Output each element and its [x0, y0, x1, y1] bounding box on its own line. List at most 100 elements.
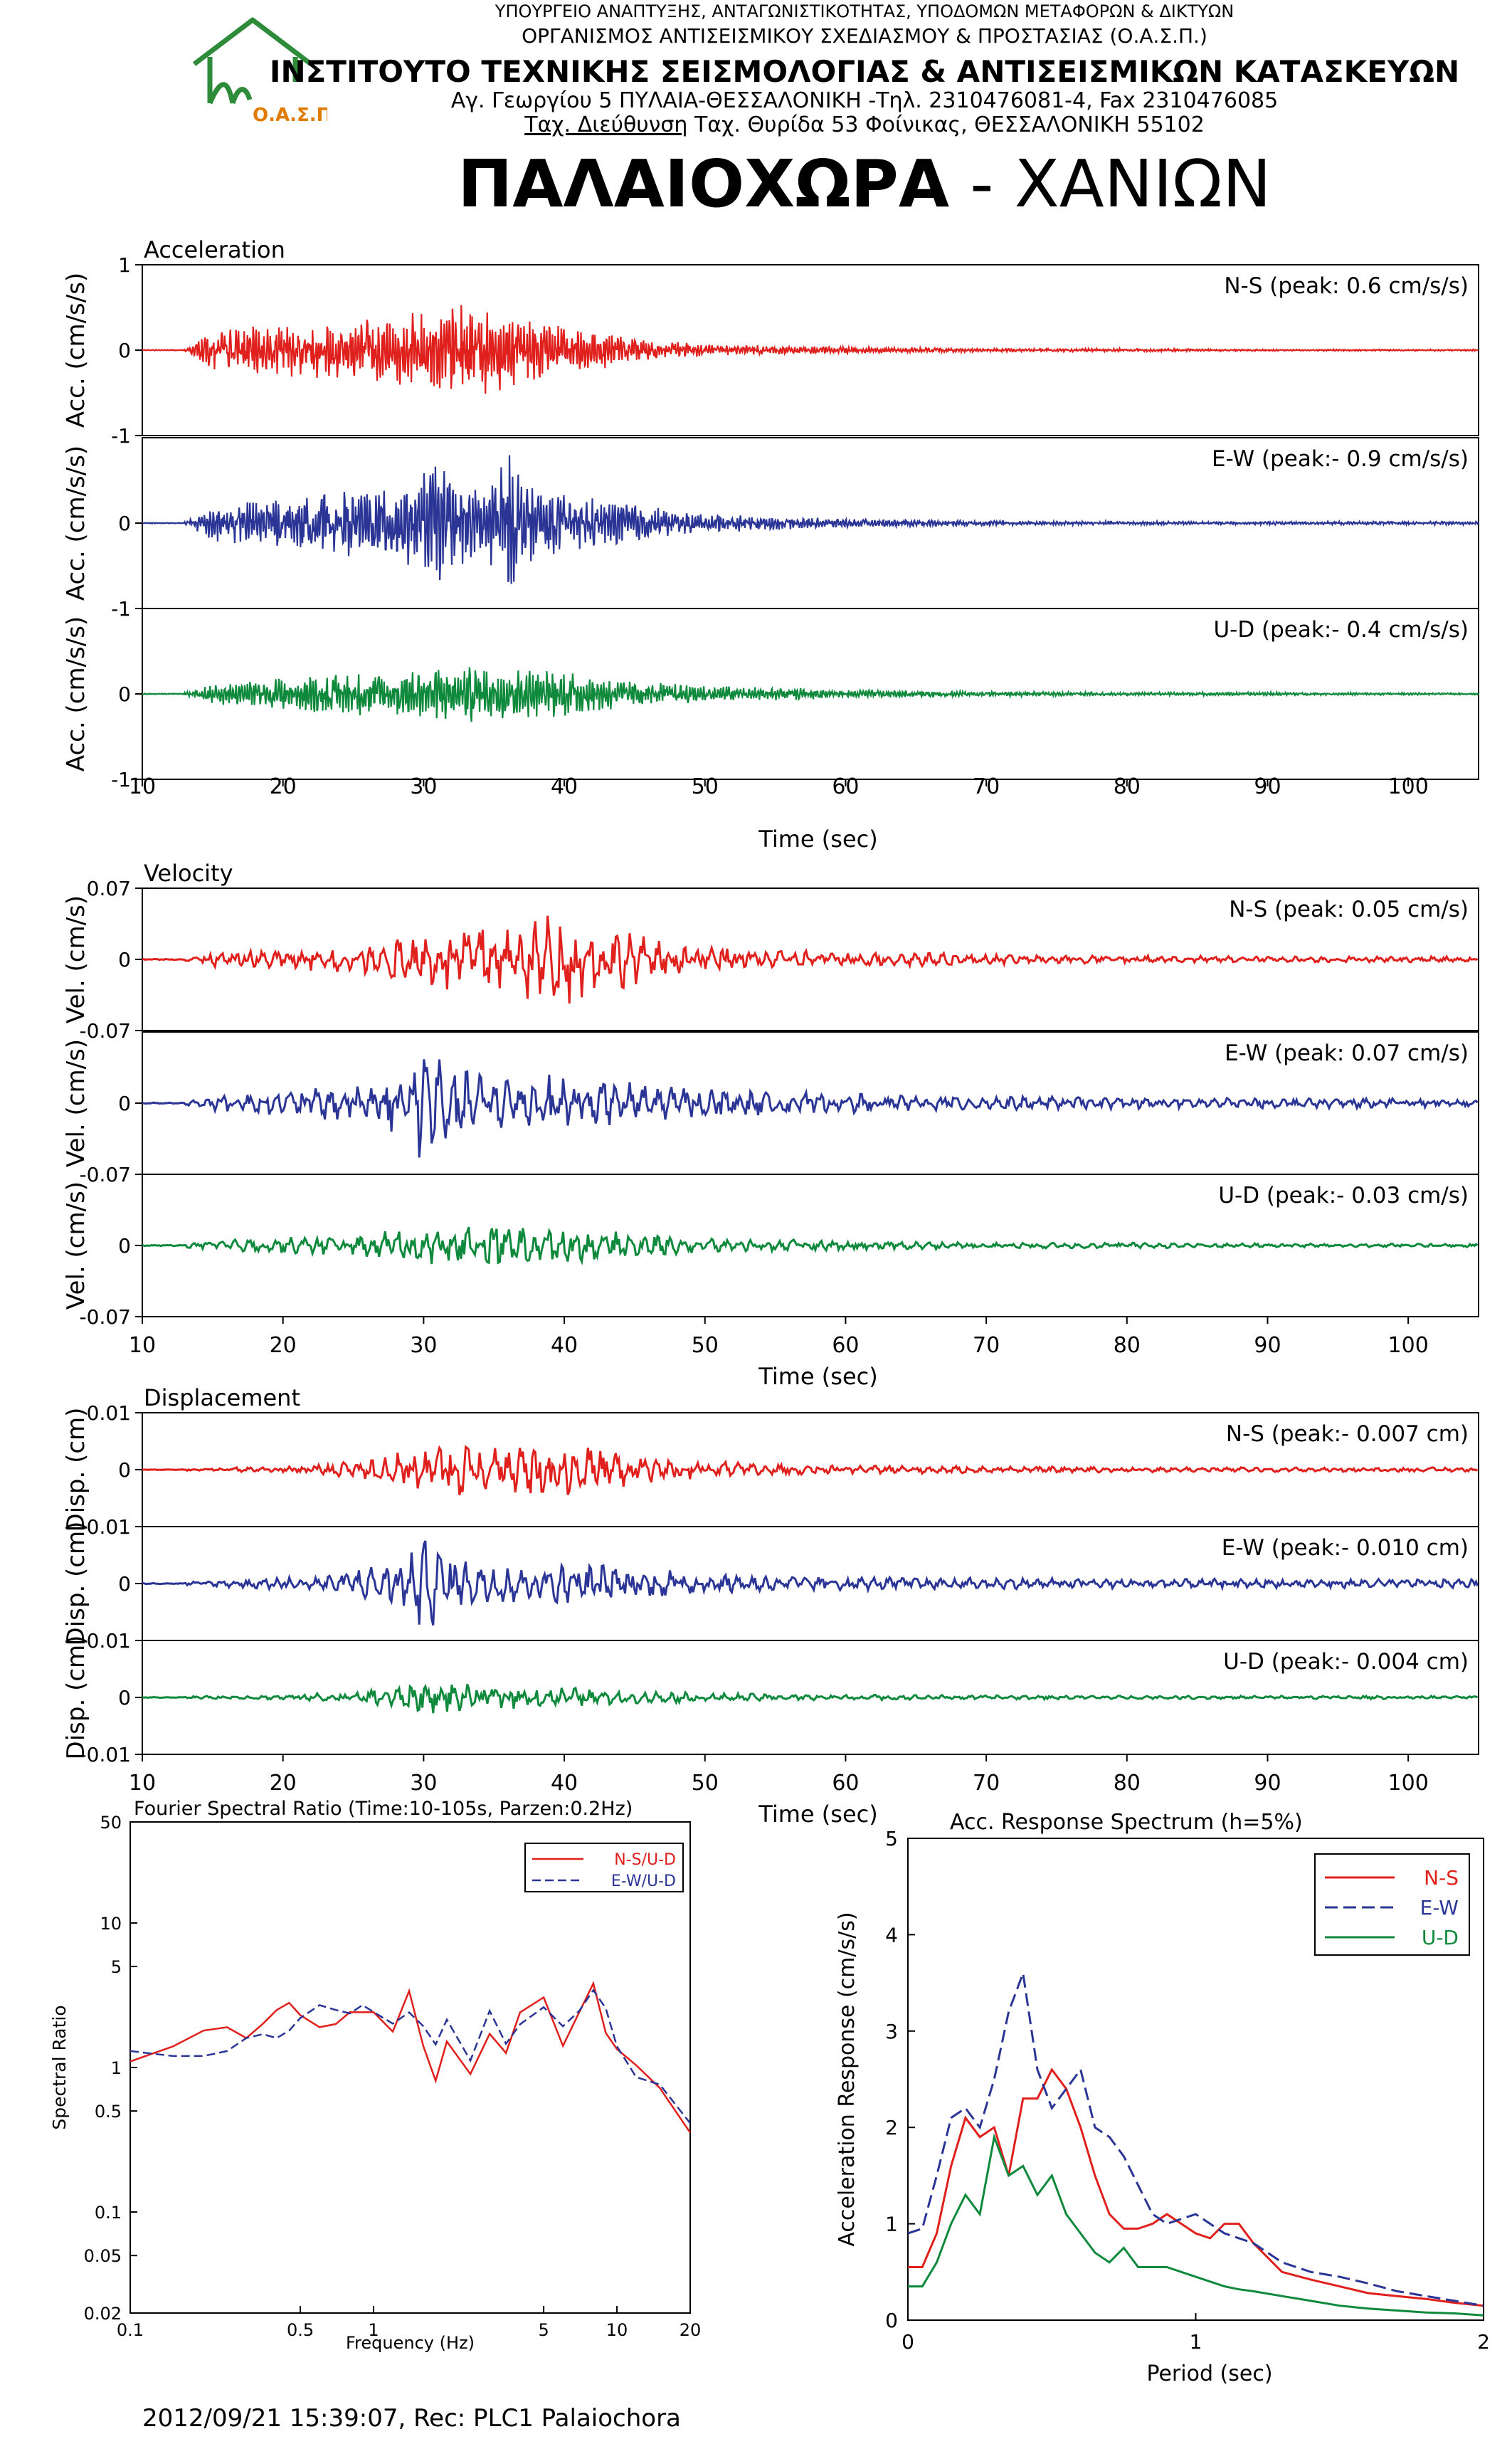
series-label: E-W (peak: 0.07 cm/s) — [1225, 1041, 1469, 1066]
x-axis-label: Time (sec) — [758, 1801, 877, 1828]
x-tick-label: 60 — [832, 1333, 859, 1358]
x-tick-label: 10 — [129, 774, 156, 799]
address-line: Αγ. Γεωργίου 5 ΠΥΛΑΙΑ-ΘΕΣΣΑΛΟΝΙΚΗ -Τηλ. … — [450, 88, 1279, 113]
y-axis-label: Acc. (cm/s/s) — [62, 273, 90, 428]
y-tick-label: 0.01 — [87, 1401, 131, 1425]
series-label: U-D (peak:- 0.004 cm) — [1223, 1649, 1469, 1675]
page-title: ΠΑΛΑΙΟΧΩΡΑ - ΧΑΝΙΩΝ — [249, 146, 1480, 222]
y-axis-label: Vel. (cm/s) — [62, 1181, 90, 1310]
series-line — [142, 305, 1479, 394]
y-axis-label: Disp. (cm) — [62, 1522, 90, 1646]
x-tick-label: 1 — [368, 2320, 379, 2340]
y-axis-label: Acc. (cm/s/s) — [62, 446, 90, 601]
series-line — [129, 1988, 691, 2124]
series-line — [142, 667, 1479, 722]
x-tick-label: 20 — [270, 774, 297, 799]
x-tick-label: 50 — [692, 774, 719, 799]
y-tick-label: -0.07 — [80, 1163, 131, 1186]
y-tick-label: 0 — [118, 1458, 131, 1482]
ministry-line: ΥΠΟΥΡΓΕΙΟ ΑΝΑΠΤΥΞΗΣ, ΑΝΤΑΓΩΝΙΣΤΙΚΟΤΗΤΑΣ,… — [495, 1, 1235, 21]
y-tick-label: 4 — [885, 1923, 898, 1947]
record-footer: 2012/09/21 15:39:07, Rec: PLC1 Palaiocho… — [142, 2404, 681, 2433]
x-tick-label: 10 — [129, 1333, 156, 1358]
x-tick-label: 0.1 — [117, 2320, 144, 2340]
y-tick-label: -0.01 — [80, 1629, 131, 1653]
y-tick-label: 0 — [885, 2309, 898, 2332]
x-tick-label: 2 — [1477, 2330, 1490, 2354]
y-axis-label: Acceleration Response (cm/s/s) — [835, 1912, 860, 2246]
y-tick-label: 0 — [118, 1572, 131, 1596]
y-tick-label: 0.02 — [84, 2304, 122, 2324]
logo-wave-2 — [230, 87, 253, 105]
y-axis-label: Spectral Ratio — [49, 2005, 70, 2129]
x-axis-label: Period (sec) — [1146, 2361, 1272, 2386]
y-tick-label: -1 — [111, 597, 131, 621]
chart-title: Acceleration — [144, 236, 285, 263]
oasp-logo: Ο.Α.Σ.Π. — [192, 17, 327, 126]
header: Ο.Α.Σ.Π. ΥΠΟΥΡΓΕΙΟ ΑΝΑΠΤΥΞΗΣ, ΑΝΤΑΓΩΝΙΣΤ… — [0, 0, 1512, 235]
x-axis-label: Time (sec) — [758, 1363, 877, 1390]
x-axis-label: Frequency (Hz) — [346, 2333, 475, 2353]
x-tick-label: 60 — [832, 1771, 859, 1796]
postal-address: Ταχ. Θυρίδα 53 Φοίνικας, ΘΕΣΣΑΛΟΝΙΚΗ 551… — [687, 112, 1205, 137]
y-axis-label: Disp. (cm) — [62, 1635, 90, 1760]
y-axis-label: Vel. (cm/s) — [62, 895, 90, 1023]
y-tick-label: 3 — [885, 2020, 898, 2043]
series-line — [142, 1445, 1479, 1496]
y-tick-label: 5 — [885, 1827, 898, 1850]
series-line — [908, 2067, 1484, 2307]
y-tick-label: 2 — [885, 2116, 898, 2139]
chart-title: Acc. Response Spectrum (h=5%) — [950, 1810, 1303, 1835]
y-tick-label: -0.07 — [80, 1305, 131, 1329]
x-tick-label: 30 — [410, 1333, 437, 1358]
y-tick-label: 0 — [118, 948, 131, 971]
legend-label: N-S/U-D — [614, 1851, 676, 1869]
series-line — [142, 915, 1479, 1003]
x-tick-label: 80 — [1114, 1771, 1141, 1796]
x-tick-label: 90 — [1254, 774, 1281, 799]
x-tick-label: 30 — [410, 1771, 437, 1796]
series-line — [129, 1981, 692, 2134]
y-tick-label: 10 — [100, 1914, 122, 1934]
x-tick-label: 0.5 — [287, 2320, 314, 2340]
x-tick-label: 20 — [270, 1771, 297, 1796]
y-tick-label: 0.5 — [95, 2102, 122, 2122]
institute-line: ΙΝΣΤΙΤΟΥΤΟ ΤΕΧΝΙΚΗΣ ΣΕΙΣΜΟΛΟΓΙΑΣ & ΑΝΤΙΣ… — [269, 54, 1460, 89]
x-tick-label: 90 — [1254, 1771, 1281, 1796]
x-tick-label: 50 — [692, 1771, 719, 1796]
x-tick-label: 100 — [1388, 774, 1429, 799]
x-tick-label: 60 — [832, 774, 859, 799]
y-tick-label: 0 — [118, 1092, 131, 1115]
y-tick-label: 0.05 — [84, 2246, 122, 2266]
series-line — [142, 1226, 1479, 1266]
x-tick-label: 80 — [1114, 1333, 1141, 1358]
x-tick-label: 40 — [551, 1771, 578, 1796]
series-line — [907, 1969, 1484, 2307]
x-tick-label: 50 — [692, 1333, 719, 1358]
y-tick-label: 0.07 — [87, 877, 131, 900]
x-tick-label: 80 — [1114, 774, 1141, 799]
y-tick-label: 0 — [118, 512, 131, 535]
x-tick-label: 90 — [1254, 1333, 1281, 1358]
series-line — [908, 2133, 1484, 2317]
x-tick-label: 10 — [606, 2320, 628, 2340]
y-tick-label: 0.1 — [95, 2203, 122, 2223]
legend-label: E-W — [1420, 1896, 1459, 1919]
chart-title: Velocity — [144, 860, 233, 887]
logo-wave-1 — [207, 82, 236, 105]
x-tick-label: 70 — [973, 774, 1000, 799]
y-tick-label: 50 — [100, 1813, 122, 1833]
series-label: U-D (peak:- 0.4 cm/s/s) — [1213, 617, 1469, 643]
logo-roof — [192, 17, 313, 66]
y-tick-label: 0 — [118, 1686, 131, 1710]
y-axis-label: Acc. (cm/s/s) — [62, 616, 90, 771]
y-axis-label: Disp. (cm) — [62, 1408, 90, 1532]
series-label: U-D (peak:- 0.03 cm/s) — [1218, 1183, 1469, 1208]
series-label: E-W (peak:- 0.9 cm/s/s) — [1212, 446, 1469, 472]
x-tick-label: 20 — [270, 1333, 297, 1358]
y-tick-label: -1 — [111, 424, 131, 448]
postal-label: Ταχ. Διεύθυνση — [524, 112, 688, 137]
chart-title: Displacement — [144, 1384, 300, 1411]
plot-frame — [129, 1821, 691, 2314]
y-tick-label: 1 — [885, 2213, 898, 2236]
